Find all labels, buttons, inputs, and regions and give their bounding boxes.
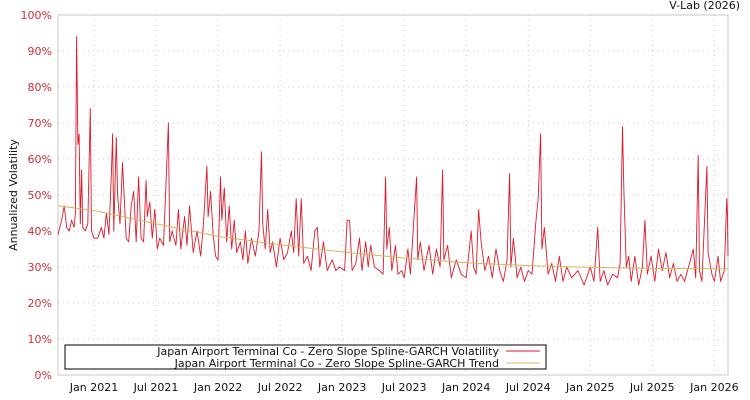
y-tick-label: 100%	[21, 9, 52, 22]
x-tick-label: Jul 2021	[133, 381, 179, 394]
credit-label: V-Lab (2026)	[669, 0, 740, 12]
y-tick-label: 40%	[28, 225, 52, 238]
y-tick-label: 0%	[35, 369, 52, 382]
x-tick-label: Jan 2022	[193, 381, 242, 394]
y-tick-label: 10%	[28, 333, 52, 346]
legend-box	[64, 344, 547, 370]
y-tick-label: 60%	[28, 153, 52, 166]
legend-label-trend: Japan Airport Terminal Co - Zero Slope S…	[174, 357, 499, 370]
x-tick-label: Jul 2022	[257, 381, 303, 394]
x-tick-label: Jan 2026	[689, 381, 738, 394]
y-tick-label: 20%	[28, 297, 52, 310]
x-tick-label: Jan 2024	[441, 381, 490, 394]
y-axis: 0% 10% 20% 30% 40% 50% 60% 70% 80% 90% 100%	[21, 9, 52, 382]
y-axis-label: Annualized Volatility	[7, 139, 20, 251]
y-tick-label: 70%	[28, 117, 52, 130]
plot-frame	[57, 14, 729, 376]
legend-label-volatility: Japan Airport Terminal Co - Zero Slope S…	[156, 345, 499, 358]
y-tick-label: 90%	[28, 45, 52, 58]
trend-line	[57, 205, 729, 270]
legend: Japan Airport Terminal Co - Zero Slope S…	[64, 344, 547, 370]
grid	[58, 15, 728, 375]
x-tick-label: Jan 2023	[317, 381, 366, 394]
x-tick-label: Jul 2023	[381, 381, 427, 394]
x-tick-label: Jan 2021	[69, 381, 118, 394]
volatility-line	[57, 36, 729, 286]
y-tick-label: 30%	[28, 261, 52, 274]
y-tick-label: 80%	[28, 81, 52, 94]
x-axis: Jan 2021 Jul 2021 Jan 2022 Jul 2022 Jan 2023…	[69, 381, 739, 394]
y-tick-label: 50%	[28, 189, 52, 202]
series-group	[57, 36, 729, 286]
x-tick-label: Jan 2025	[565, 381, 614, 394]
x-tick-label: Jul 2024	[505, 381, 551, 394]
x-tick-label: Jul 2025	[629, 381, 675, 394]
